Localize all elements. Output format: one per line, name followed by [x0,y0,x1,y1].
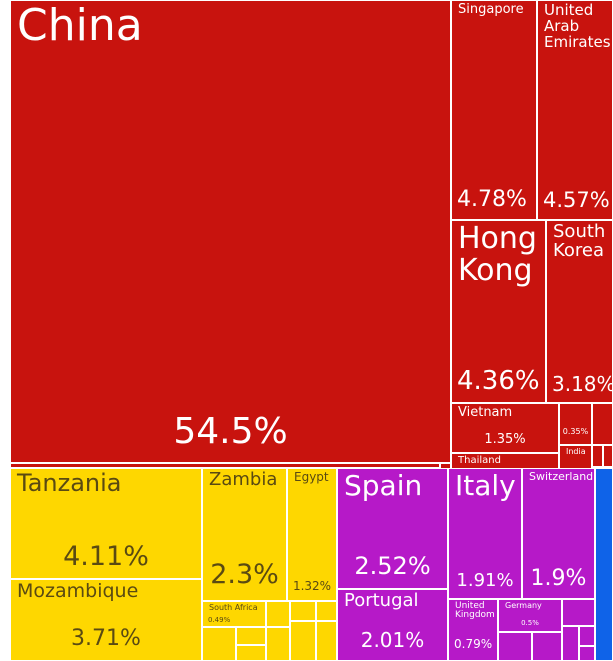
treemap-cell-value: 1.32% [292,579,332,593]
treemap-cell-value: 3.71% [71,626,141,651]
treemap-cell-africa-s4 [202,627,236,661]
treemap-cell-africa-s2 [290,601,316,621]
treemap-cell-africa-s3 [316,601,337,621]
treemap-cell-value: 1.35% [484,432,526,447]
treemap-cell-label: Vietnam [458,405,513,420]
treemap-cell-label: Hong Kong [458,221,537,288]
treemap-cell-china: China 54.5% [10,0,451,463]
treemap-cell-value: 2.01% [360,628,425,652]
treemap-cell-africa-s5 [236,627,266,645]
treemap-cell-label: Germany [505,601,542,610]
treemap-cell-value: 4.78% [457,187,527,212]
treemap-cell-value: 2.3% [210,559,279,590]
treemap-cell-africa-s9 [316,621,337,661]
treemap-cell-value: 0.49% [208,616,231,624]
treemap-cell-spain: Spain 2.52% [337,468,448,589]
treemap-cell-asia-s8 [10,463,440,468]
treemap-cell-southafrica: South Africa 0.49% [202,601,266,627]
treemap-cell-value: 0.5% [521,619,539,627]
treemap-cell-label: India [566,447,586,456]
treemap-cell-label: Thailand [458,455,501,466]
treemap-cell-india: India [559,445,592,469]
treemap-cell-label: Egypt [294,470,329,484]
treemap-cell-europe-s2 [498,632,532,661]
treemap-cell-europe-s5 [579,626,595,646]
treemap-cell-hongkong: Hong Kong 4.36% [451,220,546,403]
treemap-cell-asia-035: 0.35% [559,403,592,445]
treemap-cell-singapore: Singapore 4.78% [451,0,537,220]
treemap-cell-value: 1.9% [530,566,587,591]
treemap-cell-value: 1.91% [456,570,514,591]
treemap-cell-value: 4.57% [543,188,610,212]
treemap-cell-value: 2.52% [354,552,431,580]
treemap-cell-europe-s3 [532,632,562,661]
treemap-cell-value: 0.79% [454,637,493,651]
treemap-cell-portugal: Portugal 2.01% [337,589,448,661]
treemap-cell-africa-s1 [266,601,290,627]
treemap-cell-asia-s2 [592,445,603,467]
treemap-cell-tanzania: Tanzania 4.11% [10,468,202,579]
treemap-cell-africa-s7 [266,627,290,661]
treemap-cell-europe-s1 [562,599,595,626]
treemap-cell-italy: Italy 1.91% [448,468,522,599]
treemap-cell-germany: Germany 0.5% [498,599,562,632]
treemap-cell-value: 0.35% [562,427,589,436]
treemap-cell-label: Tanzania [17,469,122,497]
treemap-cell-label: Italy [455,469,516,502]
treemap-cell-label: Zambia [209,469,278,490]
treemap-cell-europe-s4 [562,626,579,661]
treemap-cell-uk: United Kingdom 0.79% [448,599,498,661]
treemap-cell-asia-s3 [603,445,613,467]
treemap-cell-southkorea: South Korea 3.18% [546,220,613,403]
treemap-cell-label: Switzerland [529,470,594,483]
treemap-cell-africa-s6 [236,645,266,661]
treemap-cell-label: Singapore [458,2,524,17]
treemap-cell-label: Spain [344,469,423,502]
treemap-cell-value: 4.36% [457,366,540,396]
treemap-cell-africa-s8 [290,621,316,661]
treemap-cell-label: Portugal [344,590,419,611]
treemap-cell-label: China [17,0,143,51]
treemap-cell-label: United Kingdom [455,601,495,621]
treemap-cell-europe-s6 [579,646,595,661]
treemap-cell-value: 54.5% [173,411,288,452]
treemap-cell-egypt: Egypt 1.32% [287,468,337,601]
treemap-cell-value: 3.18% [552,372,613,396]
treemap-cell-uae: United Arab Emirates 4.57% [537,0,613,220]
treemap-cell-vietnam: Vietnam 1.35% [451,403,559,453]
treemap-cell-zambia: Zambia 2.3% [202,468,287,601]
treemap-cell-label: South Africa [209,603,258,612]
treemap-cell-switzerland: Switzerland 1.9% [522,468,595,599]
treemap-cell-value: 4.11% [63,541,149,572]
treemap-cell-label: United Arab Emirates [544,1,611,51]
treemap-cell-label: South Korea [553,221,606,261]
treemap-cell-americas-1 [595,468,613,661]
treemap-cell-mozambique: Mozambique 3.71% [10,579,202,661]
treemap-cell-asia-s1 [592,403,613,445]
treemap-cell-label: Mozambique [17,580,139,602]
